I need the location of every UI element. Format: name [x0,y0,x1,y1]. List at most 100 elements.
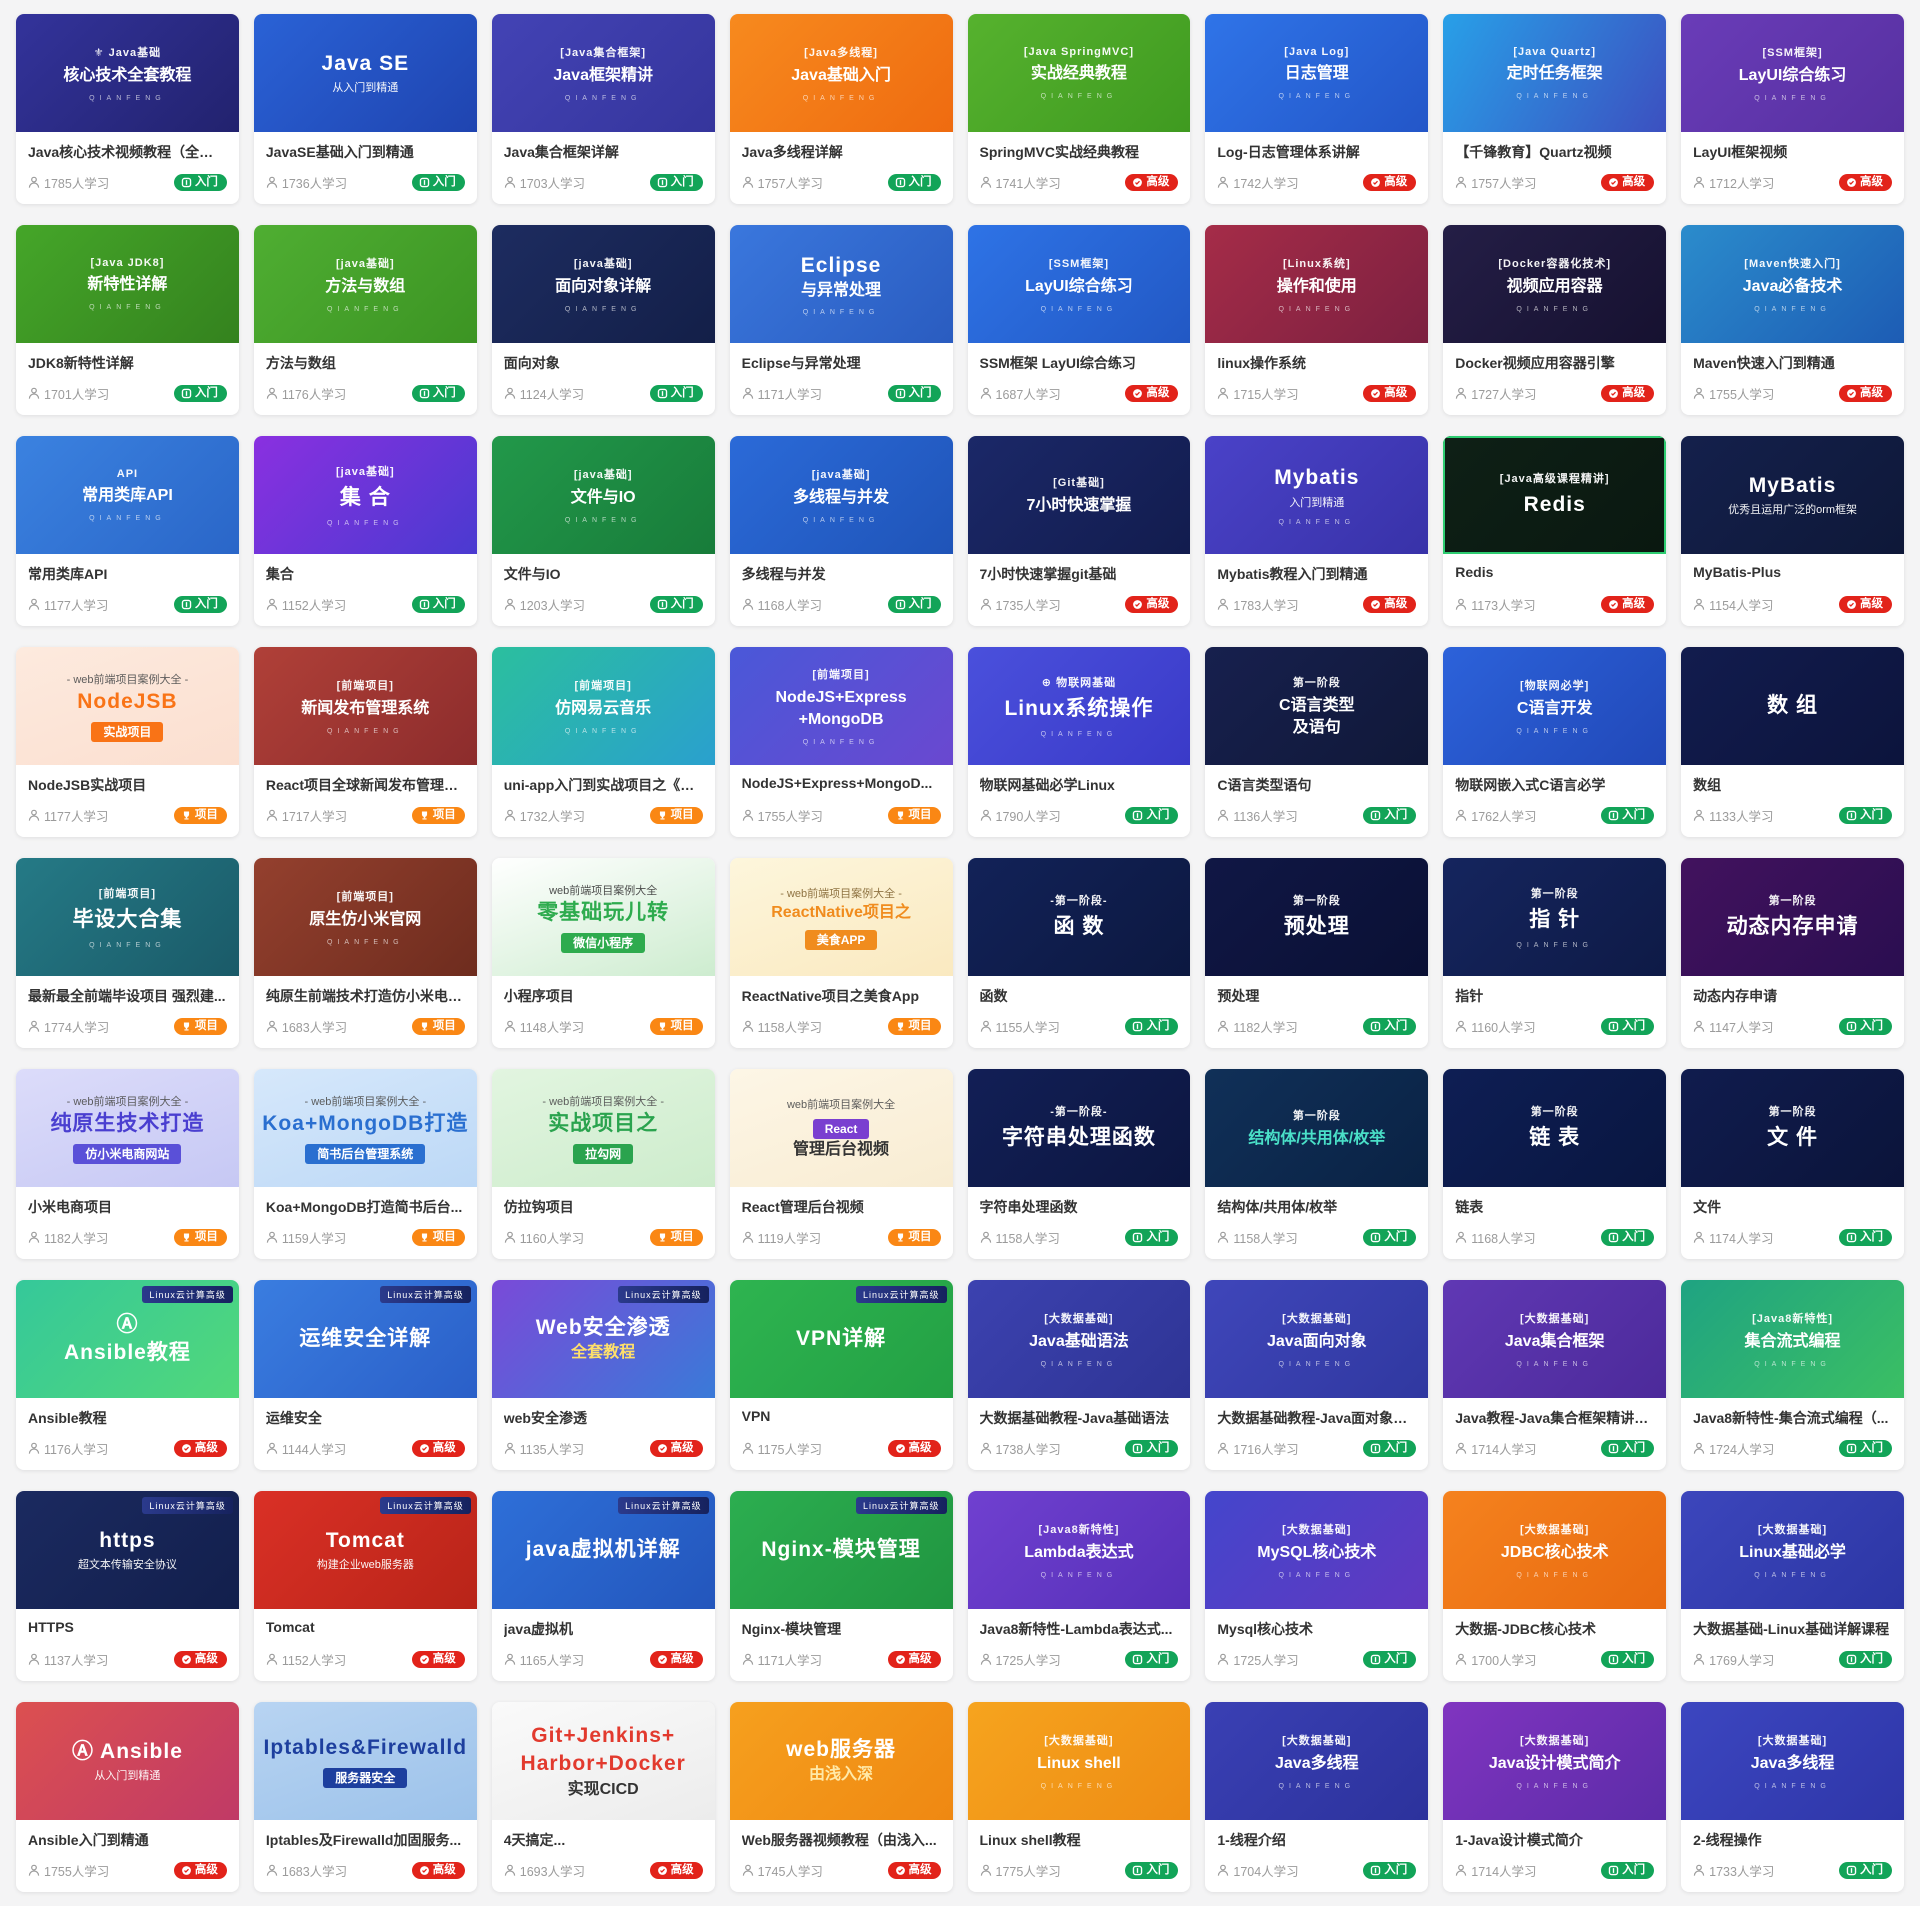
course-card[interactable]: -第一阶段- 函 数 函数 1155人学习 入门 [967,858,1191,1048]
course-card[interactable]: [大数据基础] MySQL核心技术 QIANFENG Mysql核心技术 1725人… [1205,1491,1429,1681]
course-card[interactable]: web服务器 由浅入深 Web服务器视频教程（由浅入... 1745人学习 高级 [729,1702,953,1892]
thumb-tag: [前端项目] [336,891,394,904]
course-card[interactable]: [大数据基础] Java多线程 QIANFENG 1-线程介绍 1704人学习 入门 [1205,1702,1429,1892]
course-card[interactable]: Git+Jenkins+ Harbor+Docker 实现CICD 4天搞定... … [491,1702,715,1892]
course-card[interactable]: - web前端项目案例大全 - NodeJSB 实战项目 NodeJSB实战项目 1… [16,647,239,837]
course-card[interactable]: - web前端项目案例大全 - ReactNative项目之 美食APP React… [729,858,953,1048]
course-card[interactable]: API 常用类库API QIANFENG 常用类库API 1177人学习 入门 [16,436,239,626]
course-card[interactable]: [前端项目] 仿网易云音乐 QIANFENG uni-app入门到实战项目之《仿..… [491,647,715,837]
course-card[interactable]: - web前端项目案例大全 - Koa+MongoDB打造 简书后台管理系统 Koa… [253,1069,477,1259]
course-card[interactable]: Iptables&Firewalld 服务器安全 Iptables及Firewal… [253,1702,477,1892]
learner-count-text: 1147人学习 [1709,1021,1774,1035]
course-card[interactable]: [Java8新特性] Lambda表达式 QIANFENG Java8新特性-Lam… [967,1491,1191,1681]
course-card[interactable]: [Java集合框架] Java框架精讲 QIANFENG Java集合框架详解 17… [491,14,715,204]
card-body: Java多线程详解 1757人学习 入门 [730,132,953,204]
course-card[interactable]: [大数据基础] Java面向对象 QIANFENG 大数据基础教程-Java面对象编… [1205,1280,1429,1470]
course-card[interactable]: [java基础] 方法与数组 QIANFENG 方法与数组 1176人学习 入门 [253,225,477,415]
level-badge-text: 项目 [908,1019,932,1032]
course-card[interactable]: [Java JDK8] 新特性详解 QIANFENG JDK8新特性详解 1701人… [16,225,239,415]
course-card[interactable]: [大数据基础] Linux基础必学 QIANFENG 大数据基础-Linux基础详解… [1681,1491,1904,1681]
course-card[interactable]: 第一阶段链 表 链表 1168人学习 入门 [1443,1069,1667,1259]
course-card[interactable]: web前端项目案例大全 零基础玩儿转 微信小程序 小程序项目 1148人学习 项目 [491,858,715,1048]
course-card[interactable]: -第一阶段- 字符串处理函数 字符串处理函数 1158人学习 入门 [967,1069,1191,1259]
course-card[interactable]: 第一阶段 C语言类型 及语句 C语言类型语句 1136人学习 入门 [1205,647,1429,837]
course-card[interactable]: [Maven快速入门] Java必备技术 QIANFENG Maven快速入门到精通… [1681,225,1904,415]
learner-count: 1683人学习 [266,1861,347,1880]
card-body: 常用类库API 1177人学习 入门 [16,554,239,626]
thumb-line: 实战经典教程 [1030,65,1127,83]
learner-count: 1725人学习 [980,1650,1061,1669]
course-card[interactable]: [前端项目] NodeJS+Express +MongoDB QIANFENG Nod… [729,647,953,837]
course-card[interactable]: Linux云计算高级 Web安全渗透 全套教程 web安全渗透 1135人学习 高级 [491,1280,715,1470]
book-icon [1846,1232,1857,1243]
course-card[interactable]: [SSM框架] LayUI综合练习 QIANFENG LayUI框架视频 1712人… [1681,14,1904,204]
course-card[interactable]: [前端项目] 新闻发布管理系统 QIANFENG React项目全球新闻发布管理系统… [253,647,477,837]
card-meta: 1159人学习 项目 [266,1228,465,1247]
course-card[interactable]: - web前端项目案例大全 - 纯原生技术打造 仿小米电商网站 小米电商项目 118… [16,1069,239,1259]
course-card[interactable]: [Java SpringMVC] 实战经典教程 QIANFENG SpringMVC… [967,14,1191,204]
course-card[interactable]: MyBatis 优秀且运用广泛的orm框架 MyBatis-Plus 1154人学… [1681,436,1904,626]
course-card[interactable]: [java基础] 面向对象详解 QIANFENG 面向对象 1124人学习 入门 [491,225,715,415]
course-card[interactable]: [SSM框架] LayUI综合练习 QIANFENG SSM框架 LayUI综合练习… [967,225,1191,415]
card-body: Java8新特性-集合流式编程（... 1724人学习 入门 [1681,1398,1904,1470]
course-card[interactable]: [前端项目] 原生仿小米官网 QIANFENG 纯原生前端技术打造仿小米电商... … [253,858,477,1048]
course-card[interactable]: Linux云计算高级 https 超文本传输安全协议 HTTPS 1137人学习 高… [16,1491,239,1681]
book-icon [1370,1232,1381,1243]
course-card[interactable]: 第一阶段 预处理 预处理 1182人学习 入门 [1205,858,1429,1048]
course-card[interactable]: Linux云计算高级 Tomcat 构建企业web服务器 Tomcat 1152人学… [253,1491,477,1681]
book-icon [419,388,430,399]
thumb-line: 指 针 [1529,907,1581,931]
course-thumbnail: [Java高级课程精讲] Redis [1443,436,1667,554]
brand-watermark: QIANFENG [89,94,166,102]
course-card[interactable]: ⊕ 物联网基础 Linux系统操作 QIANFENG 物联网基础必学Linux 17… [967,647,1191,837]
course-card[interactable]: [大数据基础] Java基础语法 QIANFENG 大数据基础教程-Java基础语法… [967,1280,1191,1470]
course-card[interactable]: [Java Quartz] 定时任务框架 QIANFENG 【千锋教育】Quartz… [1443,14,1667,204]
course-card[interactable]: [Git基础] 7小时快速掌握 7小时快速掌握git基础 1735人学习 高级 [967,436,1191,626]
course-card[interactable]: [java基础] 文件与IO QIANFENG 文件与IO 1203人学习 入门 [491,436,715,626]
course-card[interactable]: [Java高级课程精讲] Redis Redis 1173人学习 高级 [1443,436,1667,626]
person-icon [1217,1653,1229,1666]
course-card[interactable]: Eclipse 与异常处理 QIANFENG Eclipse与异常处理 1171人学… [729,225,953,415]
course-card[interactable]: [前端项目] 毕设大合集 QIANFENG 最新最全前端毕设项目 强烈建... 17… [16,858,239,1048]
course-card[interactable]: [java基础] 集 合 QIANFENG 集合 1152人学习 入门 [253,436,477,626]
course-card[interactable]: web前端项目案例大全 React 管理后台视频 React管理后台视频 1119人… [729,1069,953,1259]
brand-watermark: QIANFENG [1754,1571,1831,1579]
course-card[interactable]: Linux云计算高级 Nginx-模块管理 Nginx-模块管理 1171人学习 … [729,1491,953,1681]
course-card[interactable]: ⚜ Java基础 核心技术全套教程 QIANFENG Java核心技术视频教程（全套… [16,14,239,204]
course-card[interactable]: 数 组 数组 1133人学习 入门 [1681,647,1904,837]
course-card[interactable]: Mybatis 入门到精通 QIANFENG Mybatis教程入门到精通 1783… [1205,436,1429,626]
course-card[interactable]: [java基础] 多线程与并发 QIANFENG 多线程与并发 1168人学习 入门 [729,436,953,626]
card-body: 运维安全 1144人学习 高级 [254,1398,477,1470]
course-card[interactable]: 第一阶段指 针 QIANFENG 指针 1160人学习 入门 [1443,858,1667,1048]
course-card[interactable]: Linux云计算高级 VPN详解 VPN 1175人学习 高级 [729,1280,953,1470]
course-card[interactable]: Linux云计算高级 Ⓐ Ansible教程 Ansible教程 1176人学习 高… [16,1280,239,1470]
thumb-line: 集 合 [339,485,391,509]
learner-count-text: 1154人学习 [1709,599,1774,613]
course-card[interactable]: [大数据基础] JDBC核心技术 QIANFENG 大数据-JDBC核心技术 170… [1443,1491,1667,1681]
course-card[interactable]: [Java8新特性] 集合流式编程 QIANFENG Java8新特性-集合流式编程… [1681,1280,1904,1470]
course-card[interactable]: [Linux系统] 操作和使用 QIANFENG linux操作系统 1715人学习… [1205,225,1429,415]
course-title: 1-Java设计模式简介 [1455,1832,1583,1848]
card-body: Web服务器视频教程（由浅入... 1745人学习 高级 [730,1820,953,1892]
course-card[interactable]: 第一阶段 动态内存申请 动态内存申请 1147人学习 入门 [1681,858,1904,1048]
course-card[interactable]: Linux云计算高级 java虚拟机详解 java虚拟机 1165人学习 高级 [491,1491,715,1681]
course-card[interactable]: 第一阶段文 件 文件 1174人学习 入门 [1681,1069,1904,1259]
course-card[interactable]: [Java Log] 日志管理 QIANFENG Log-日志管理体系讲解 1742… [1205,14,1429,204]
thumb-line: React [812,1119,870,1140]
course-card[interactable]: [Docker容器化技术] 视频应用容器 QIANFENG Docker视频应用容器… [1443,225,1667,415]
course-card[interactable]: [大数据基础] Linux shell QIANFENG Linux shell教程… [967,1702,1191,1892]
course-card[interactable]: Ⓐ Ansible 从入门到精通 Ansible入门到精通 1755人学习 高级 [16,1702,239,1892]
brand-watermark: QIANFENG [327,305,404,313]
course-card[interactable]: [大数据基础] Java集合框架 QIANFENG Java教程-Java集合框架精… [1443,1280,1667,1470]
course-card[interactable]: [Java多线程] Java基础入门 QIANFENG Java多线程详解 1757… [729,14,953,204]
person-icon [266,1653,278,1666]
card-meta: 1148人学习 项目 [504,1017,703,1036]
course-card[interactable]: Java SE 从入门到精通 JavaSE基础入门到精通 1736人学习 入门 [253,14,477,204]
course-card[interactable]: [大数据基础] Java设计模式简介 QIANFENG 1-Java设计模式简介 1… [1443,1702,1667,1892]
person-icon [980,1653,992,1666]
course-card[interactable]: [大数据基础] Java多线程 QIANFENG 2-线程操作 1733人学习 入门 [1681,1702,1904,1892]
course-card[interactable]: - web前端项目案例大全 - 实战项目之 拉勾网 仿拉钩项目 1160人学习 项目 [491,1069,715,1259]
course-card[interactable]: [物联网必学] C语言开发 QIANFENG 物联网嵌入式C语言必学 1762人学习… [1443,647,1667,837]
course-card[interactable]: 第一阶段 结构体/共用体/枚举 结构体/共用体/枚举 1158人学习 入门 [1205,1069,1429,1259]
course-card[interactable]: Linux云计算高级 运维安全详解 运维安全 1144人学习 高级 [253,1280,477,1470]
